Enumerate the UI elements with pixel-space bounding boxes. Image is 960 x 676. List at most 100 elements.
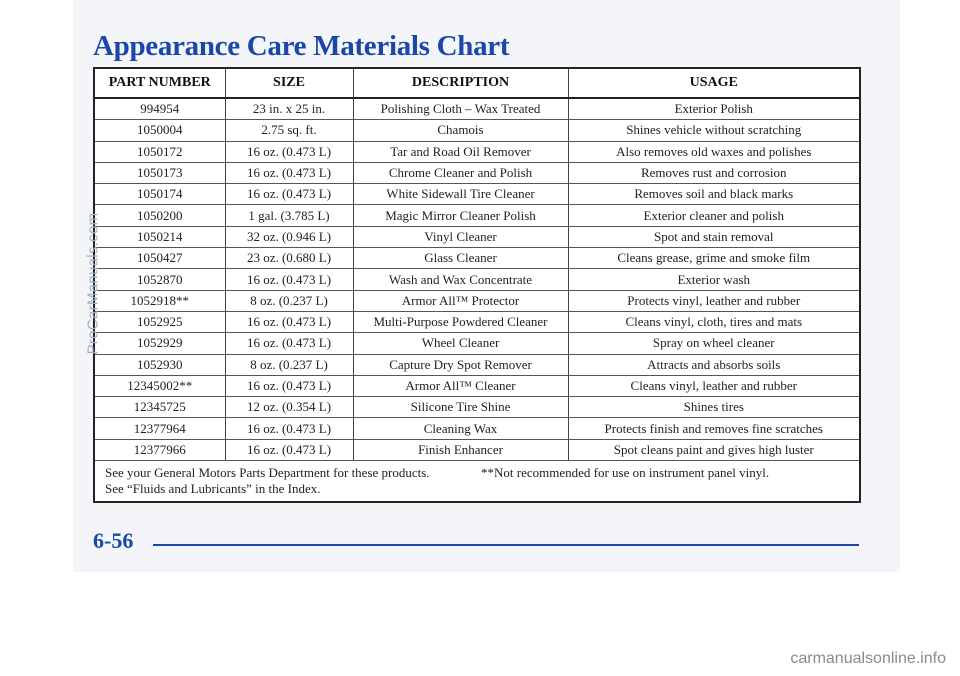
cell-usage: Protects vinyl, leather and rubber: [568, 290, 859, 312]
cell-description: Tar and Road Oil Remover: [353, 141, 569, 163]
cell-description: Silicone Tire Shine: [353, 396, 569, 419]
table-row: 1052929 16 oz. (0.473 L) Wheel Cleaner Spra…: [95, 332, 859, 355]
cell-part-number: 1052929: [95, 332, 226, 355]
header-row: PART NUMBER SIZE DESCRIPTION USAGE: [95, 69, 859, 99]
cell-usage: Removes soil and black marks: [568, 183, 859, 206]
cell-size: 12 oz. (0.354 L): [225, 396, 354, 419]
table-row: 1052918** 8 oz. (0.237 L) Armor All™ Prote…: [95, 290, 859, 312]
cell-usage: Spray on wheel cleaner: [568, 332, 859, 355]
cell-description: Capture Dry Spot Remover: [353, 354, 569, 376]
table-row: 1052930 8 oz. (0.237 L) Capture Dry Spot R…: [95, 354, 859, 376]
cell-usage: Spot and stain removal: [568, 226, 859, 249]
cell-usage: Spot cleans paint and gives high luster: [568, 439, 859, 462]
cell-description: Wheel Cleaner: [353, 332, 569, 355]
cell-part-number: 1052870: [95, 268, 226, 291]
cell-description: Armor All™ Protector: [353, 290, 569, 312]
cell-description: Polishing Cloth – Wax Treated: [353, 98, 569, 121]
page-number: 6-56: [93, 528, 134, 553]
cell-size: 1 gal. (3.785 L): [225, 204, 354, 227]
table-row: 1050173 16 oz. (0.473 L) Chrome Cleaner an…: [95, 162, 859, 185]
table-row: 1050200 1 gal. (3.785 L) Magic Mirror Clea…: [95, 204, 859, 227]
cell-size: 2.75 sq. ft.: [225, 119, 354, 142]
cell-description: Chamois: [353, 119, 569, 142]
column-header-part-number: PART NUMBER: [95, 69, 226, 99]
cell-description: Armor All™ Cleaner: [353, 375, 569, 398]
table-row: 1052870 16 oz. (0.473 L) Wash and Wax Conc…: [95, 268, 859, 291]
cell-description: Multi-Purpose Powdered Cleaner: [353, 311, 569, 334]
cell-part-number: 1050004: [95, 119, 226, 142]
cell-part-number: 12345002**: [95, 375, 226, 398]
cell-description: Wash and Wax Concentrate: [353, 268, 569, 291]
cell-part-number: 1050214: [95, 226, 226, 249]
cell-description: Cleaning Wax: [353, 417, 569, 440]
table-row: 12377966 16 oz. (0.473 L) Finish Enhancer S…: [95, 439, 859, 462]
cell-usage: Cleans vinyl, cloth, tires and mats: [568, 311, 859, 334]
cell-part-number: 994954: [95, 98, 226, 121]
cell-size: 16 oz. (0.473 L): [225, 439, 354, 462]
cell-part-number: 1052918**: [95, 290, 226, 312]
cell-part-number: 1050172: [95, 141, 226, 163]
cell-description: Vinyl Cleaner: [353, 226, 569, 249]
footer-rule: [153, 544, 859, 546]
cell-usage: Exterior cleaner and polish: [568, 204, 859, 227]
cell-description: Magic Mirror Cleaner Polish: [353, 204, 569, 227]
table-row: 1050172 16 oz. (0.473 L) Tar and Road Oil …: [95, 141, 859, 163]
cell-size: 32 oz. (0.946 L): [225, 226, 354, 249]
cell-size: 16 oz. (0.473 L): [225, 311, 354, 334]
cell-usage: Also removes old waxes and polishes: [568, 141, 859, 163]
cell-usage: Shines vehicle without scratching: [568, 119, 859, 142]
side-watermark-text: ProCarManuals.com: [84, 212, 102, 354]
cell-description: Finish Enhancer: [353, 439, 569, 462]
cell-size: 8 oz. (0.237 L): [225, 354, 354, 376]
cell-size: 23 in. x 25 in.: [225, 98, 354, 121]
cell-usage: Cleans grease, grime and smoke film: [568, 247, 859, 270]
cell-part-number: 12377964: [95, 417, 226, 440]
cell-size: 16 oz. (0.473 L): [225, 162, 354, 185]
side-watermark: ProCarManuals.com: [84, 178, 102, 388]
cell-usage: Exterior Polish: [568, 98, 859, 121]
column-header-description: DESCRIPTION: [353, 69, 569, 99]
cell-size: 16 oz. (0.473 L): [225, 141, 354, 163]
cell-part-number: 1052930: [95, 354, 226, 376]
table-row: 1050214 32 oz. (0.946 L) Vinyl Cleaner Spot…: [95, 226, 859, 249]
bottom-watermark: carmanualsonline.info: [790, 650, 946, 667]
page-title: Appearance Care Materials Chart: [93, 30, 510, 62]
cell-part-number: 1050200: [95, 204, 226, 227]
column-header-size: SIZE: [225, 69, 354, 99]
cell-description: Glass Cleaner: [353, 247, 569, 270]
cell-part-number: 1052925: [95, 311, 226, 334]
cell-part-number: 12377966: [95, 439, 226, 462]
cell-usage: Protects finish and removes fine scratch…: [568, 417, 859, 440]
cell-part-number: 1050174: [95, 183, 226, 206]
footnote: See your General Motors Parts Department…: [95, 461, 859, 497]
cell-usage: Shines tires: [568, 396, 859, 419]
cell-size: 23 oz. (0.680 L): [225, 247, 354, 270]
table-row: 1050004 2.75 sq. ft. Chamois Shines vehicle…: [95, 119, 859, 142]
cell-size: 16 oz. (0.473 L): [225, 417, 354, 440]
cell-part-number: 12345725: [95, 396, 226, 419]
materials-table: PART NUMBER SIZE DESCRIPTION USAGE 99495…: [95, 69, 859, 462]
materials-chart: PART NUMBER SIZE DESCRIPTION USAGE 99495…: [93, 67, 861, 503]
cell-part-number: 1050427: [95, 247, 226, 270]
cell-usage: Removes rust and corrosion: [568, 162, 859, 185]
table-row: 1052925 16 oz. (0.473 L) Multi-Purpose Pow…: [95, 311, 859, 334]
cell-description: Chrome Cleaner and Polish: [353, 162, 569, 185]
footnote-parts-department: See your General Motors Parts Department…: [105, 465, 430, 481]
cell-part-number: 1050173: [95, 162, 226, 185]
cell-usage: Exterior wash: [568, 268, 859, 291]
table-row: 12345002** 16 oz. (0.473 L) Armor All™ Cle…: [95, 375, 859, 398]
table-row: 994954 23 in. x 25 in. Polishing Cloth – W…: [95, 98, 859, 121]
cell-size: 16 oz. (0.473 L): [225, 268, 354, 291]
cell-size: 16 oz. (0.473 L): [225, 332, 354, 355]
table-row: 12345725 12 oz. (0.354 L) Silicone Tire Sh…: [95, 396, 859, 419]
cell-description: White Sidewall Tire Cleaner: [353, 183, 569, 206]
footnote-see-index: See “Fluids and Lubricants” in the Index…: [105, 481, 321, 497]
table-row: 12377964 16 oz. (0.473 L) Cleaning Wax Prot…: [95, 417, 859, 440]
cell-usage: Cleans vinyl, leather and rubber: [568, 375, 859, 398]
cell-size: 16 oz. (0.473 L): [225, 183, 354, 206]
column-header-usage: USAGE: [568, 69, 859, 99]
cell-size: 8 oz. (0.237 L): [225, 290, 354, 312]
table-row: 1050174 16 oz. (0.473 L) White Sidewall Ti…: [95, 183, 859, 206]
cell-size: 16 oz. (0.473 L): [225, 375, 354, 398]
footnote-not-recommended: **Not recommended for use on instrument …: [481, 465, 770, 481]
